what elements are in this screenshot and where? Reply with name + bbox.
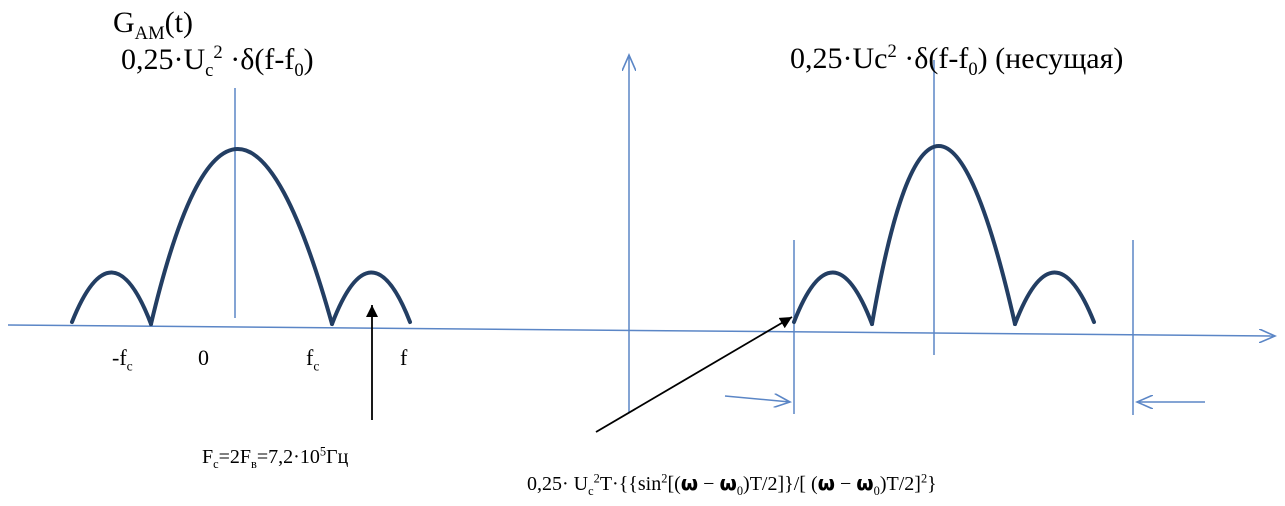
omega-symbol: ω	[817, 471, 835, 495]
left-carrier-label: 0,25·Uc2 ·δ(f-f0)	[121, 42, 314, 81]
spectrum-title: GAM(t)	[113, 6, 193, 44]
band-arrow-left	[724, 396, 790, 402]
formula-pointer-arrow	[595, 316, 793, 433]
f-label: f	[400, 345, 408, 370]
right-carrier-label: 0,25·Uc2 ·δ(f-f0) (несущая)	[790, 41, 1124, 80]
omega-symbol: ω	[856, 471, 874, 495]
fc-value-note: Fc=2Fв=7,2·105Гц	[202, 444, 349, 471]
right-spectrum-curve	[792, 144, 1096, 326]
zero-label: 0	[198, 345, 209, 370]
fc-label: fc	[306, 345, 320, 374]
frequency-axis	[7, 324, 1275, 336]
left-spectrum-curve	[70, 147, 412, 326]
omega-symbol: ω	[680, 471, 699, 495]
neg-fc-label: -fc	[112, 345, 133, 374]
spectrum-formula: 0,25· Uc2T·{{sin2[(ω − ω0)T/2]}/[ (ω − ω…	[527, 471, 937, 498]
omega-symbol: ω	[719, 471, 737, 495]
